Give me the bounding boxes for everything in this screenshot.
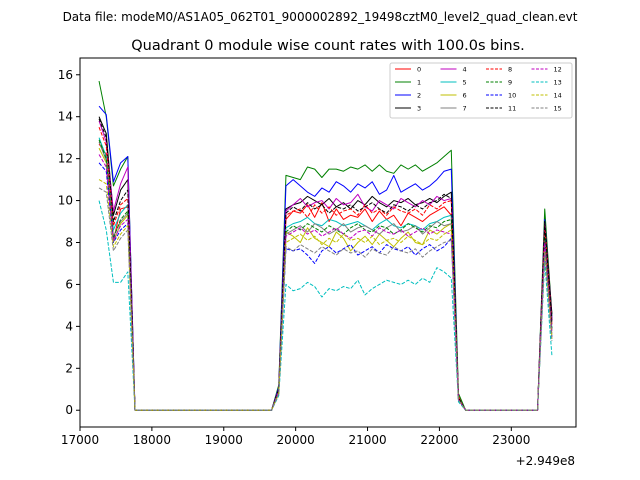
legend-box — [389, 62, 573, 119]
plot-background — [80, 58, 576, 427]
legend-label-3: 3 — [417, 105, 421, 113]
legend-label-5: 5 — [463, 79, 467, 87]
x-tick-label: 21000 — [348, 433, 386, 447]
legend-label-4: 4 — [463, 66, 467, 74]
series-layer — [98, 80, 553, 411]
legend-label-13: 13 — [554, 79, 562, 87]
x-tick-label: 18000 — [133, 433, 171, 447]
legend-label-12: 12 — [554, 66, 562, 74]
series-line-9 — [98, 139, 553, 411]
legend-label-7: 7 — [463, 105, 467, 113]
legend-label-10: 10 — [508, 92, 516, 100]
legend-label-14: 14 — [554, 92, 562, 100]
y-tick-label: 6 — [65, 277, 73, 291]
series-line-10 — [98, 162, 553, 411]
legend-label-8: 8 — [508, 66, 512, 74]
x-tick-label: 23000 — [492, 433, 530, 447]
x-tick-label: 20000 — [277, 433, 315, 447]
figure-suptitle: Data file: modeM0/AS1A05_062T01_90000028… — [63, 10, 578, 24]
legend-label-15: 15 — [554, 105, 562, 113]
y-axis: 0 2 4 6 8 10 12 14 16 — [58, 68, 80, 417]
plot-area — [79, 57, 577, 428]
y-tick-label: 14 — [58, 110, 73, 124]
series-line-15 — [98, 187, 553, 411]
legend-label-2: 2 — [417, 92, 421, 100]
y-tick-label: 2 — [65, 361, 73, 375]
x-axis: 17000 18000 19000 20000 21000 22000 23000 — [61, 427, 530, 447]
series-line-12 — [98, 154, 553, 411]
x-offset-label: +2.949e8 — [516, 454, 575, 468]
y-tick-label: 4 — [65, 319, 73, 333]
legend-label-11: 11 — [508, 105, 516, 113]
x-tick-label: 19000 — [205, 433, 243, 447]
y-tick-label: 8 — [65, 236, 73, 250]
x-tick-label: 17000 — [61, 433, 99, 447]
y-tick-label: 10 — [58, 194, 73, 208]
legend-label-1: 1 — [417, 79, 421, 87]
y-tick-label: 16 — [58, 68, 73, 82]
legend-label-9: 9 — [508, 79, 512, 87]
legend-label-0: 0 — [417, 66, 421, 74]
x-tick-label: 22000 — [420, 433, 458, 447]
y-tick-label: 0 — [65, 403, 73, 417]
chart-title: Quadrant 0 module wise count rates with … — [131, 38, 525, 54]
y-tick-label: 12 — [58, 152, 73, 166]
legend-label-6: 6 — [463, 92, 467, 100]
